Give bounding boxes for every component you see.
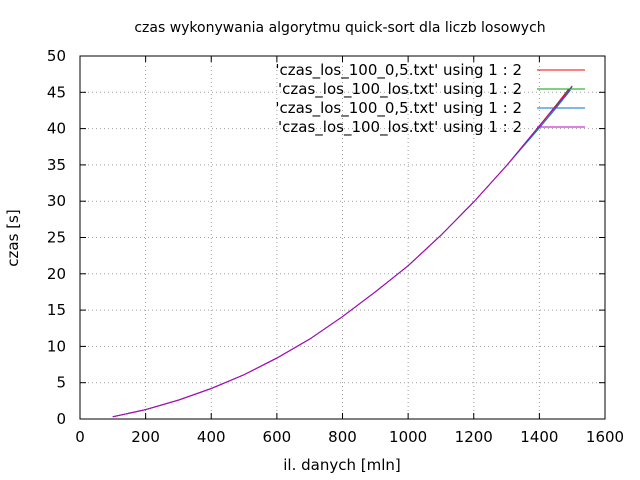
y-tick-label: 5 [56,374,66,392]
x-tick-label: 400 [197,428,226,446]
chart-title: czas wykonywania algorytmu quick-sort dl… [134,20,545,36]
x-tick-label: 600 [263,428,292,446]
series-group [112,85,573,418]
series-line-3 [112,89,571,418]
y-tick-labels: 0 5 10 15 20 25 30 35 40 45 50 [47,47,66,428]
y-tick-label: 35 [47,156,66,174]
x-tick-label: 1000 [389,428,427,446]
y-tick-label: 10 [47,337,66,355]
x-tick-label: 0 [75,428,85,446]
y-tick-label: 50 [47,47,66,65]
x-tick-label: 1600 [586,428,624,446]
y-tick-label: 30 [47,192,66,210]
x-tick-label: 1400 [520,428,558,446]
y-tick-label: 0 [56,410,66,428]
y-tick-label: 20 [47,265,66,283]
legend: 'czas_los_100_0,5.txt' using 1 : 2'czas_… [275,61,585,137]
x-tick-label: 800 [328,428,357,446]
y-tick-label: 40 [47,120,66,138]
axis-ticks [79,55,606,420]
legend-label-1: 'czas_los_100_0,5.txt' using 1 : 2 [275,61,522,80]
x-tick-labels: 0 200 400 600 800 1000 1200 1400 1600 [75,428,624,446]
legend-label-2: 'czas_los_100_los.txt' using 1 : 2 [278,80,522,99]
x-axis-label: il. danych [mln] [283,456,400,474]
y-tick-label: 25 [47,229,66,247]
x-tick-label: 200 [131,428,160,446]
x-tick-label: 1200 [455,428,493,446]
y-tick-label: 45 [47,83,66,101]
legend-label-3: 'czas_los_100_0,5.txt' using 1 : 2 [275,99,522,118]
series-line-1 [112,88,570,418]
legend-label-4: 'czas_los_100_los.txt' using 1 : 2 [278,118,522,137]
series-line-4 [112,86,573,418]
y-tick-label: 15 [47,301,66,319]
y-axis-label: czas [s] [4,209,22,266]
